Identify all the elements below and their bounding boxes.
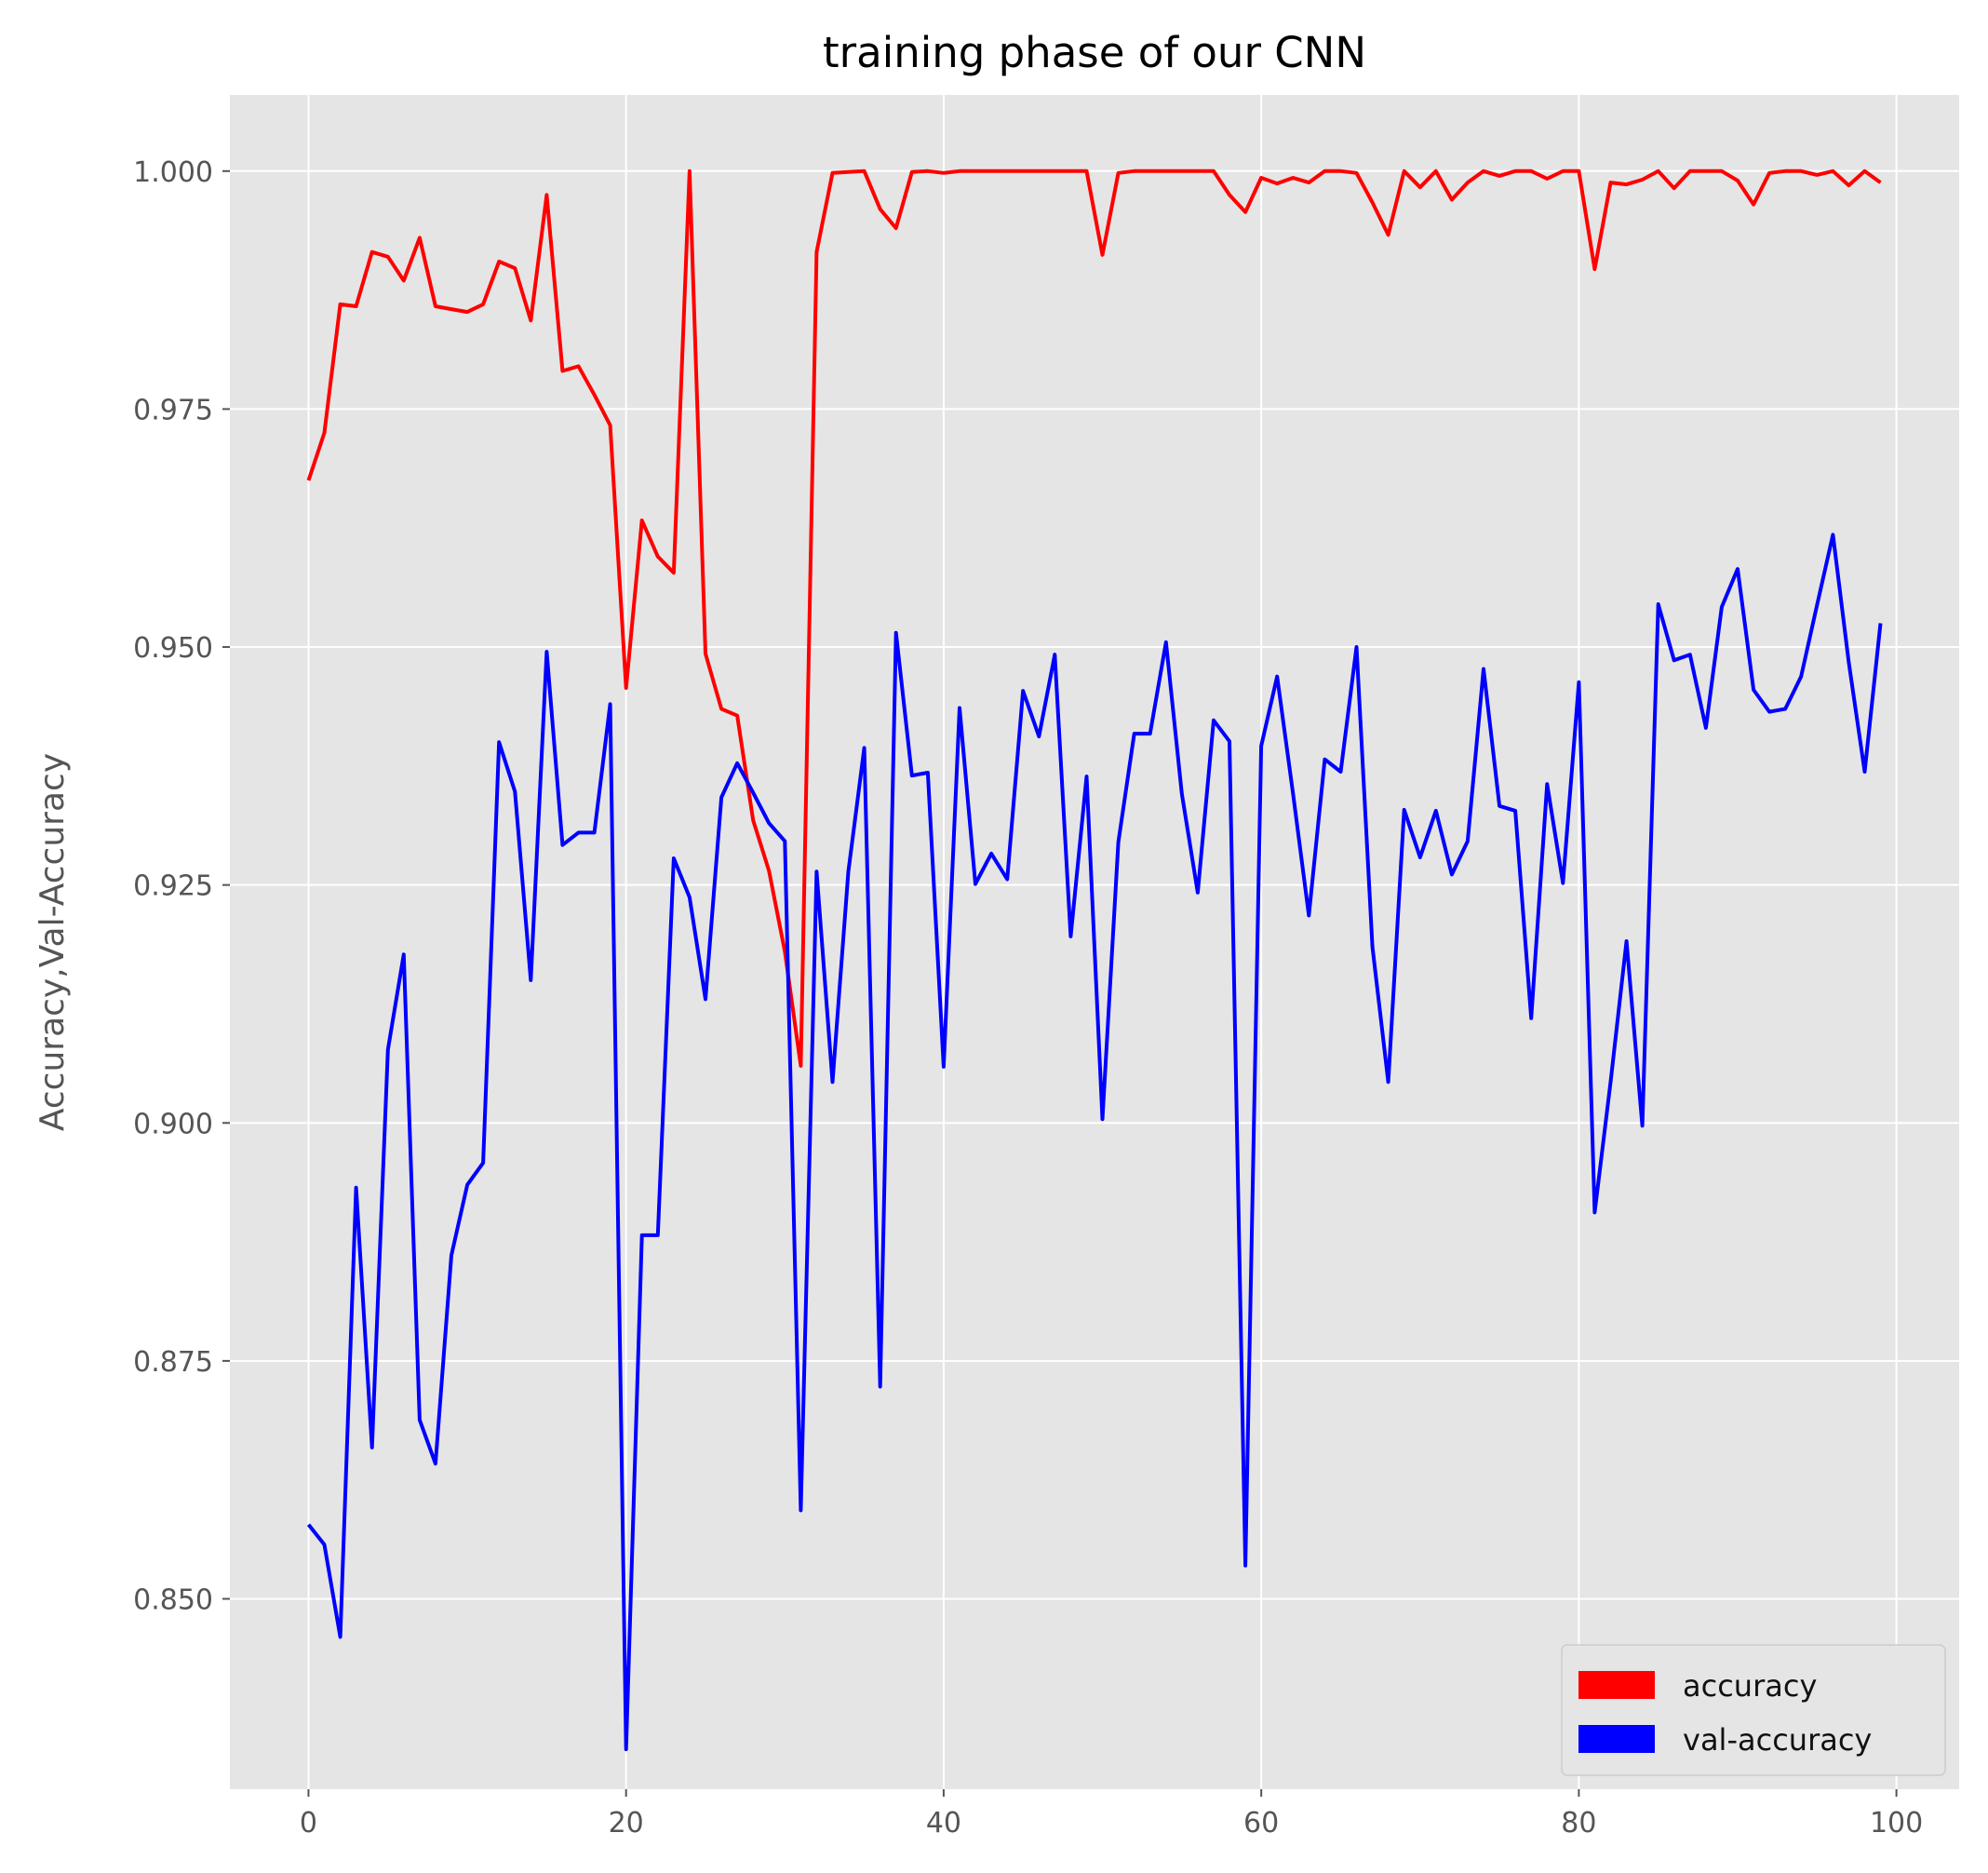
- y-tick-label: 0.925: [133, 870, 213, 903]
- legend-swatch-val-accuracy: [1578, 1725, 1655, 1753]
- axis-ticks: 0 20 40 60 80 100 0.850 0.875 0.900 0.925 0.950 0.9…: [133, 156, 1923, 1839]
- x-tick-label: 0: [300, 1807, 317, 1839]
- x-tick-label: 80: [1561, 1807, 1596, 1839]
- grid: [230, 95, 1959, 1789]
- series-line-val-accuracy: [306, 532, 1883, 1752]
- y-tick-label: 1.000: [133, 156, 213, 189]
- x-tick-label: 40: [926, 1807, 961, 1839]
- legend-label-val-accuracy: val-accuracy: [1683, 1722, 1872, 1758]
- y-tick-label: 0.900: [133, 1108, 213, 1140]
- legend-label-accuracy: accuracy: [1683, 1668, 1817, 1704]
- series-lines: [306, 168, 1883, 1752]
- x-tick-label: 100: [1870, 1807, 1923, 1839]
- legend-swatch-accuracy: [1578, 1671, 1655, 1699]
- legend: accuracy val-accuracy: [1561, 1644, 1946, 1776]
- series-line-accuracy: [306, 168, 1882, 1068]
- legend-box: [1561, 1644, 1946, 1776]
- x-tick-label: 20: [609, 1807, 644, 1839]
- y-tick-label: 0.850: [133, 1584, 213, 1617]
- y-axis-label: Accuracy,Val-Accuracy: [34, 753, 72, 1131]
- x-tick-label: 60: [1243, 1807, 1279, 1839]
- y-tick-label: 0.875: [133, 1346, 213, 1379]
- chart-title: training phase of our CNN: [823, 28, 1366, 77]
- y-tick-label: 0.950: [133, 632, 213, 665]
- y-tick-label: 0.975: [133, 394, 213, 426]
